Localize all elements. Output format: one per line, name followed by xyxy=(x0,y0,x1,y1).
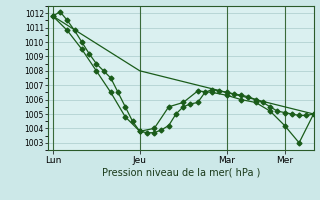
X-axis label: Pression niveau de la mer( hPa ): Pression niveau de la mer( hPa ) xyxy=(102,167,260,177)
